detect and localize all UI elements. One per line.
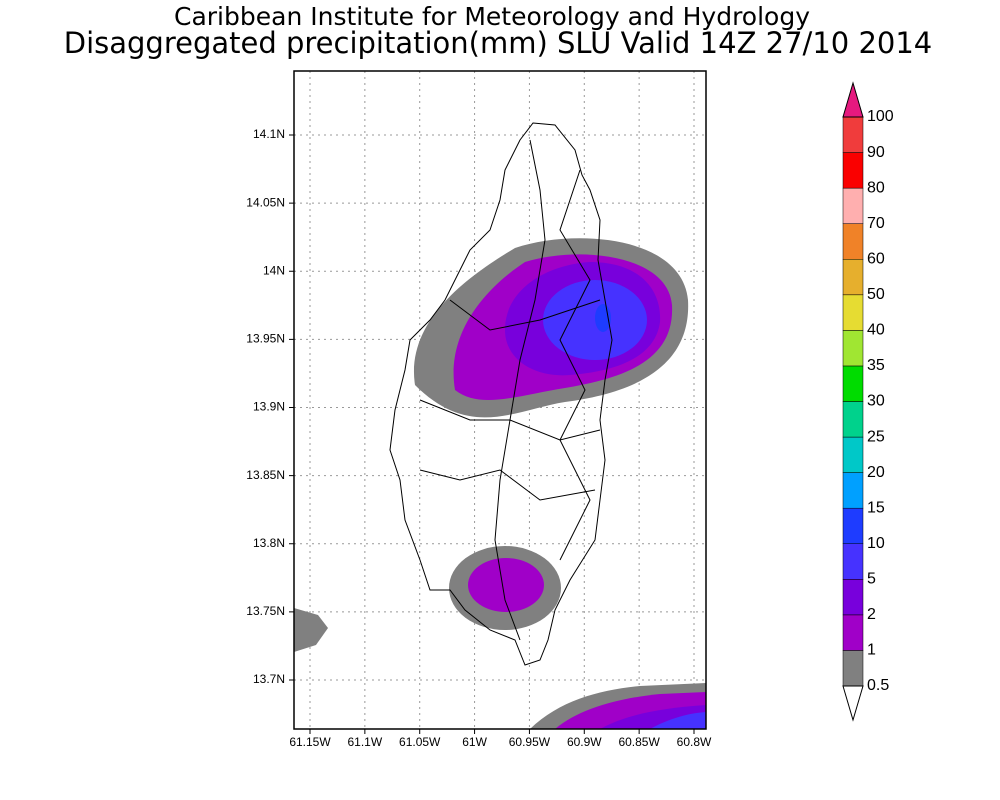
colorbar-label: 35 (867, 357, 885, 374)
colorbar-label: 80 (867, 179, 885, 196)
map-frame (293, 70, 707, 730)
colorbar-segment (842, 330, 864, 367)
colorbar-segment (842, 187, 864, 224)
colorbar-segment (842, 543, 864, 580)
colorbar-segment (842, 294, 864, 331)
colorbar-label: 100 (867, 108, 894, 125)
colorbar-under (842, 685, 864, 722)
colorbar-label: 2 (867, 606, 876, 623)
y-tick-label: 13.85N (246, 468, 285, 482)
precip-shading (294, 238, 706, 729)
colorbar-segment (842, 259, 864, 296)
colorbar-segment (842, 223, 864, 260)
colorbar-label: 50 (867, 286, 885, 303)
x-tick-label: 61.1W (348, 735, 383, 749)
y-tick-label: 13.7N (253, 672, 285, 686)
colorbar-segment (842, 614, 864, 651)
colorbar-segment (842, 116, 864, 153)
colorbar-segment (842, 472, 864, 509)
colorbar-label: 15 (867, 499, 885, 516)
y-tick-label: 14.1N (253, 127, 285, 141)
colorbar-segment (842, 365, 864, 402)
colorbar-label: 90 (867, 144, 885, 161)
island-outline (389, 122, 613, 666)
colorbar-label: 25 (867, 428, 885, 445)
colorbar-segment (842, 650, 864, 687)
colorbar-segment (842, 579, 864, 616)
colorbar-label: 10 (867, 535, 885, 552)
colorbar-label: 30 (867, 393, 885, 410)
y-tick-label: 13.9N (253, 400, 285, 414)
colorbar-label: 20 (867, 464, 885, 481)
colorbar-label: 70 (867, 215, 885, 232)
y-tick-label: 13.8N (253, 536, 285, 550)
x-tick-label: 61.05W (399, 735, 441, 749)
colorbar-label: 60 (867, 250, 885, 267)
y-tick-label: 13.75N (246, 604, 285, 618)
x-tick-label: 60.9W (567, 735, 602, 749)
colorbar-label: 40 (867, 322, 885, 339)
colorbar-over (842, 81, 864, 118)
colorbar-segment (842, 152, 864, 189)
x-tick-label: 60.8W (677, 735, 712, 749)
colorbar-segment (842, 401, 864, 438)
title: Caribbean Institute for Meteorology and … (174, 2, 810, 31)
y-tick-label: 14.05N (246, 195, 285, 209)
colorbar-label: 5 (867, 571, 876, 588)
x-tick-label: 60.95W (509, 735, 551, 749)
y-tick-label: 13.95N (246, 332, 285, 346)
x-tick-label: 61.15W (289, 735, 331, 749)
colorbar-label: 1 (867, 642, 876, 659)
colorbar-segment (842, 436, 864, 473)
colorbar-segment (842, 507, 864, 544)
subtitle: Disaggregated precipitation(mm) SLU Vali… (64, 26, 933, 60)
y-tick-label: 14N (263, 263, 285, 277)
x-tick-label: 61W (462, 735, 487, 749)
colorbar-label: 0.5 (867, 677, 889, 694)
x-tick-label: 60.85W (618, 735, 660, 749)
